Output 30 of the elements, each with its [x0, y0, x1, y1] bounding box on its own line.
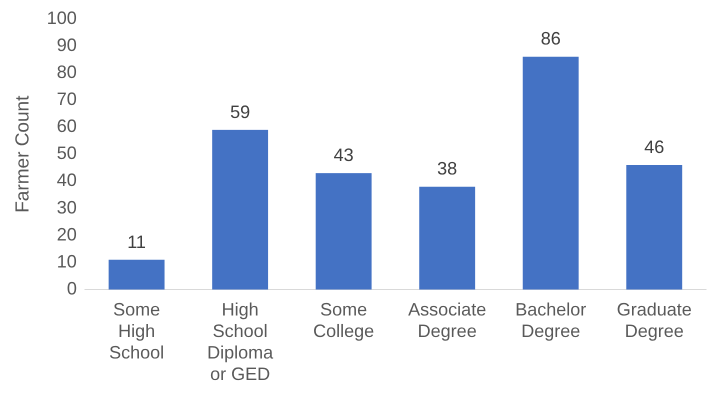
- bar: [626, 165, 682, 290]
- data-label: 43: [334, 145, 354, 166]
- y-tick-label: 70: [56, 89, 77, 110]
- y-tick-label: 20: [56, 224, 77, 244]
- y-tick-label: 50: [56, 143, 77, 164]
- x-tick-label: High School Diploma or GED: [207, 299, 274, 384]
- y-tick-label: 30: [56, 197, 77, 218]
- bar: [522, 56, 579, 290]
- y-tick-label: 0: [66, 278, 77, 299]
- data-label: 38: [437, 158, 458, 179]
- y-tick-label: 10: [56, 251, 77, 272]
- bar: [212, 130, 268, 290]
- bar: [108, 260, 165, 290]
- x-tick-label: Some High School: [109, 299, 164, 363]
- y-tick-label: 100: [46, 8, 77, 28]
- data-label: 11: [127, 232, 146, 252]
- y-tick-label: 80: [56, 62, 77, 82]
- x-tick-label: Graduate Degree: [616, 299, 692, 341]
- x-tick-label: Some College: [313, 299, 374, 341]
- y-axis-title: Farmer Count: [12, 94, 34, 213]
- bar: [316, 173, 372, 290]
- x-tick-label: Associate Degree: [408, 299, 486, 341]
- data-label: 86: [540, 28, 561, 49]
- y-tick-label: 90: [56, 34, 77, 55]
- y-tick-label: 60: [56, 116, 77, 136]
- y-tick-label: 40: [56, 170, 77, 190]
- data-label: 59: [230, 102, 250, 122]
- x-tick-label: Bachelor Degree: [515, 299, 586, 341]
- data-label: 46: [644, 137, 664, 157]
- bar: [419, 186, 476, 290]
